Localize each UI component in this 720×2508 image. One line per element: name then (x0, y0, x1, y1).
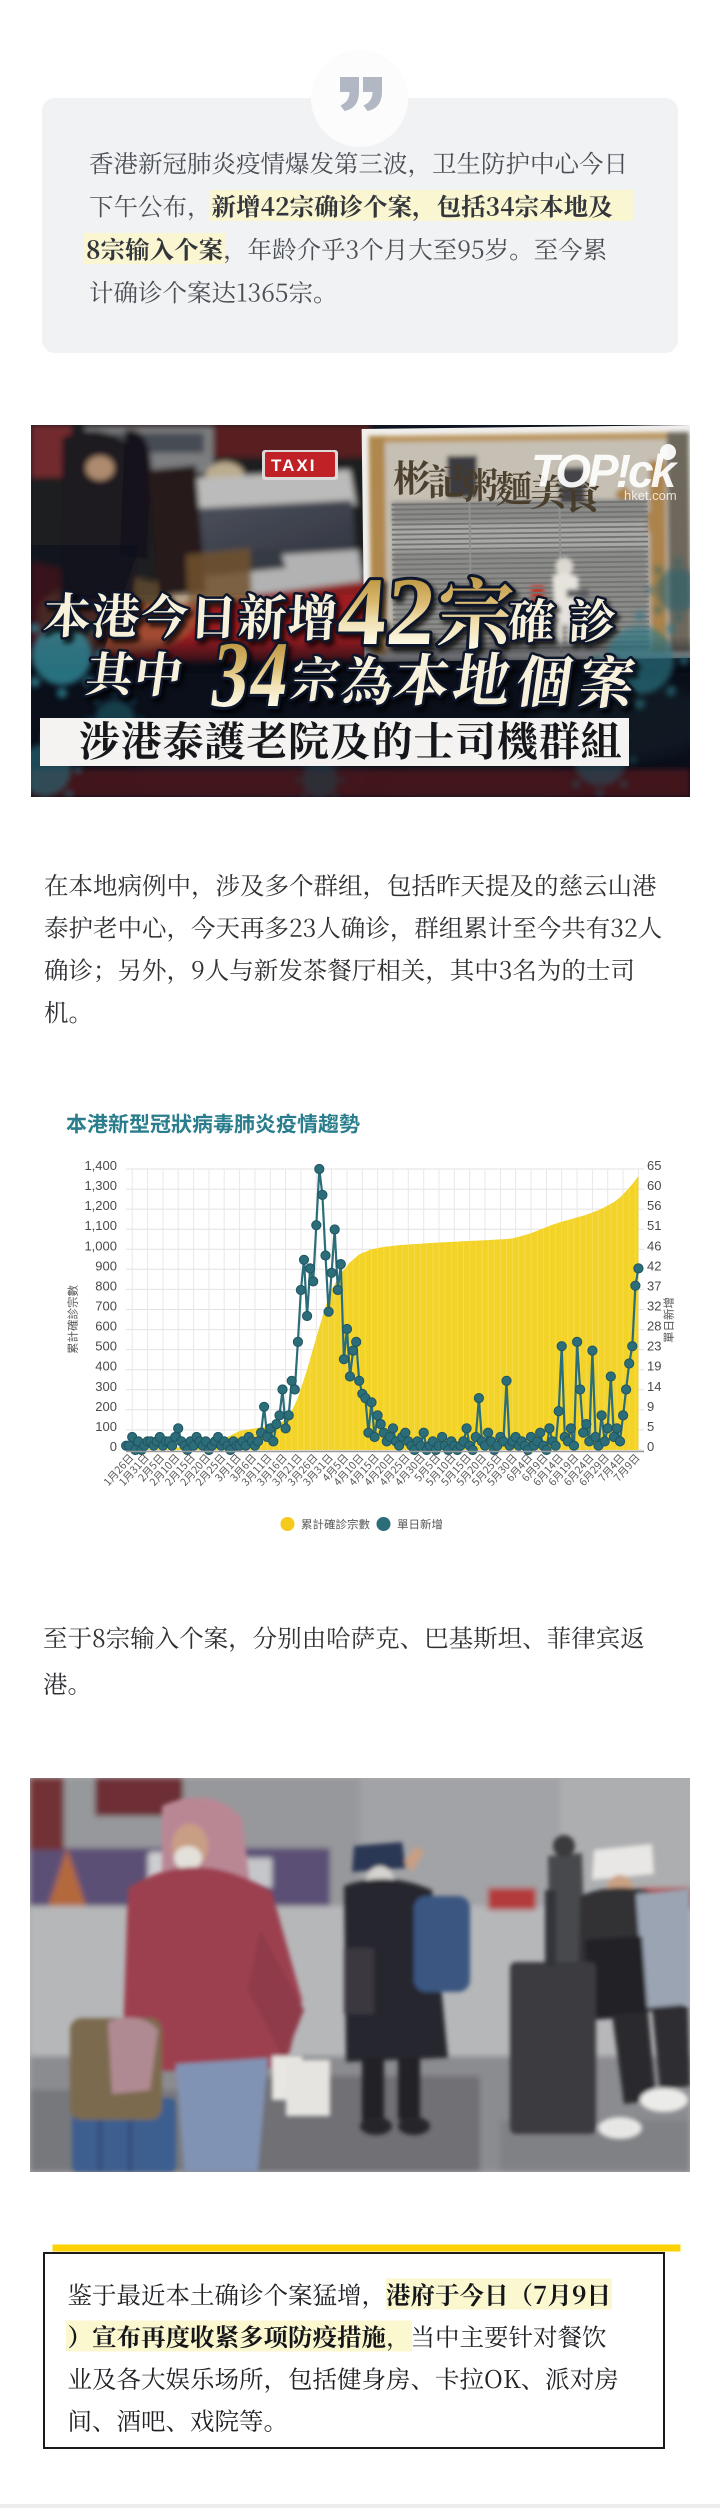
svg-text:1,400: 1,400 (84, 1158, 117, 1173)
svg-text:300: 300 (95, 1379, 117, 1394)
svg-text:32: 32 (647, 1299, 661, 1314)
svg-text:0: 0 (647, 1439, 654, 1454)
svg-text:37: 37 (647, 1278, 661, 1293)
svg-text:28: 28 (647, 1319, 661, 1334)
svg-text:900: 900 (95, 1258, 117, 1273)
svg-text:100: 100 (95, 1419, 117, 1434)
svg-text:46: 46 (647, 1238, 661, 1253)
svg-text:400: 400 (95, 1359, 117, 1374)
svg-text:51: 51 (647, 1218, 661, 1233)
svg-text:TOP!ck: TOP!ck (531, 445, 679, 497)
svg-text:65: 65 (647, 1158, 661, 1173)
svg-text:1,300: 1,300 (84, 1178, 117, 1193)
svg-text:1,000: 1,000 (84, 1238, 117, 1253)
svg-text:1,100: 1,100 (84, 1218, 117, 1233)
svg-text:60: 60 (647, 1178, 661, 1193)
svg-text:500: 500 (95, 1339, 117, 1354)
svg-text:0: 0 (110, 1439, 117, 1454)
svg-text:14: 14 (647, 1379, 661, 1394)
svg-text:TAXI: TAXI (271, 456, 316, 475)
svg-text:800: 800 (95, 1278, 117, 1293)
svg-text:56: 56 (647, 1198, 661, 1213)
svg-text:5: 5 (647, 1419, 654, 1434)
svg-text:700: 700 (95, 1299, 117, 1314)
svg-text:hket.com: hket.com (624, 488, 677, 503)
svg-text:200: 200 (95, 1399, 117, 1414)
svg-text:1,200: 1,200 (84, 1198, 117, 1213)
svg-text:42: 42 (647, 1258, 661, 1273)
svg-text:23: 23 (647, 1339, 661, 1354)
svg-text:9: 9 (647, 1399, 654, 1414)
svg-text:600: 600 (95, 1319, 117, 1334)
svg-text:19: 19 (647, 1359, 661, 1374)
